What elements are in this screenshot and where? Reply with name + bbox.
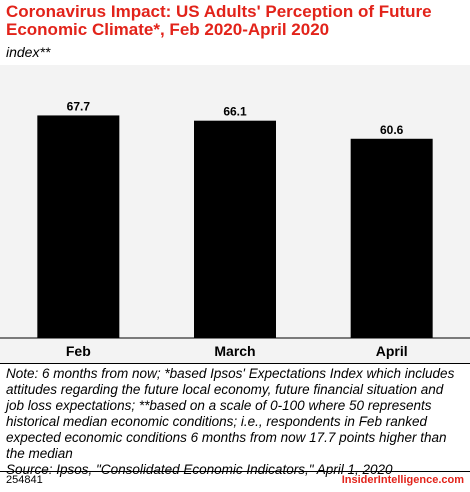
- footnote-source: Source: Ipsos, "Consolidated Economic In…: [6, 462, 393, 477]
- data-label-feb: 67.7: [67, 99, 91, 113]
- x-tick-label-april: April: [376, 343, 408, 359]
- bar-feb: [37, 115, 120, 338]
- x-tick-label-march: March: [214, 343, 255, 359]
- bar-march: [194, 120, 276, 338]
- chart-id: 254841: [6, 474, 43, 486]
- brand-link[interactable]: InsiderIntelligence.com: [341, 474, 464, 486]
- chart-title: Coronavirus Impact: US Adults' Perceptio…: [6, 2, 432, 39]
- footnote-divider: [0, 363, 470, 364]
- footnote-note: Note: 6 months from now; *based Ipsos' E…: [6, 366, 455, 461]
- chart-subtitle: index**: [6, 44, 51, 60]
- footnote: Note: 6 months from now; *based Ipsos' E…: [6, 366, 464, 478]
- bar-chart: 67.7 Feb 66.1 March 60.6 April: [0, 99, 470, 359]
- data-label-march: 66.1: [223, 105, 247, 119]
- bar-april: [350, 138, 433, 338]
- data-label-april: 60.6: [380, 123, 404, 137]
- x-tick-label-feb: Feb: [66, 343, 91, 359]
- footer-divider: [0, 471, 470, 472]
